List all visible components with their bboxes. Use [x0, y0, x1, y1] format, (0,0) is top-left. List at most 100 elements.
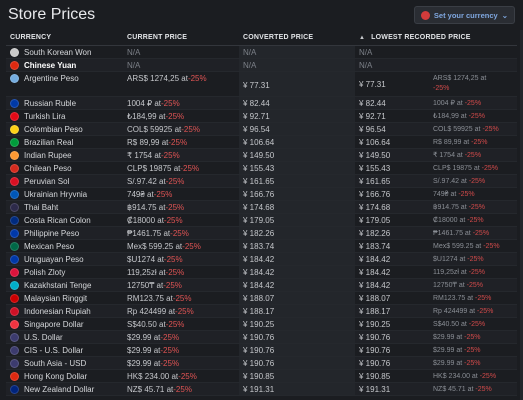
converted-price: ¥ 92.71 — [243, 111, 270, 121]
lowest-original-discount: -25% — [475, 385, 492, 393]
lowest-price-cell: ¥ 184.42 12750₸ at -25% — [355, 281, 517, 290]
current-price: $29.99 at — [127, 345, 161, 355]
converted-price-cell: ¥ 92.71 — [239, 110, 355, 122]
table-row[interactable]: Thai Baht ฿914.75 at -25% ¥ 174.68 ¥ 174.68… — [6, 201, 517, 214]
lowest-price: ¥ 190.85 — [359, 371, 391, 381]
table-header: CURRENCY CURRENT PRICE CONVERTED PRICE ▲… — [6, 30, 517, 46]
country-flag-icon — [10, 293, 19, 303]
country-flag-icon — [10, 358, 19, 368]
converted-price: ¥ 190.85 — [243, 371, 275, 381]
currency-name: South Asia - USD — [24, 358, 87, 368]
lowest-original-discount: -25% — [481, 164, 498, 172]
converted-price-cell: ¥ 174.68 — [239, 201, 355, 213]
current-price-cell: $29.99 at -25% — [123, 359, 239, 368]
table-row[interactable]: Turkish Lira ₺184,99 at -25% ¥ 92.71 ¥ 92.7… — [6, 110, 517, 123]
lowest-price-cell: ¥ 106.64 R$ 89,99 at -25% — [355, 138, 517, 147]
lowest-original-discount: -25% — [468, 113, 485, 120]
lowest-original-discount: -25% — [464, 359, 481, 367]
lowest-price: ¥ 179.05 — [359, 215, 391, 225]
current-price-cell: 749₴ at -25% — [123, 190, 239, 199]
table-row[interactable]: Chilean Peso CLP$ 19875 at -25% ¥ 155.43 ¥ … — [6, 162, 517, 175]
currency-cell: CIS - U.S. Dollar — [6, 345, 123, 355]
lowest-price: ¥ 188.17 — [359, 306, 391, 316]
country-flag-icon — [10, 267, 19, 277]
currency-name: Chilean Peso — [24, 163, 72, 173]
lowest-price: N/A — [359, 47, 373, 57]
currency-cell: Thai Baht — [6, 202, 123, 212]
current-price: R$ 89,99 at — [127, 137, 169, 147]
table-row[interactable]: Polish Zloty 119,25zł at -25% ¥ 184.42 ¥ 18… — [6, 266, 517, 279]
table-row[interactable]: U.S. Dollar $29.99 at -25% ¥ 190.76 ¥ 190.7… — [6, 331, 517, 344]
current-price: Rp 424499 at — [127, 306, 176, 316]
table-row[interactable]: Colombian Peso COL$ 59925 at -25% ¥ 96.54 ¥… — [6, 123, 517, 136]
table-row[interactable]: Costa Rican Colon ₡18000 at -25% ¥ 179.05 ¥… — [6, 214, 517, 227]
lowest-original-value: S$40.50 at — [433, 320, 469, 328]
lowest-price-cell: ¥ 190.76 $29.99 at -25% — [355, 359, 517, 368]
lowest-price: N/A — [359, 60, 373, 70]
lowest-original-price: NZ$ 45.71 at -25% — [433, 386, 492, 393]
currency-cell: Kazakhstani Tenge — [6, 280, 123, 290]
country-flag-icon — [10, 150, 19, 160]
current-discount: -25% — [161, 98, 180, 108]
converted-price-cell: ¥ 77.31 — [239, 72, 355, 96]
current-price-cell: CLP$ 19875 at -25% — [123, 164, 239, 173]
lowest-price: ¥ 155.43 — [359, 163, 391, 173]
lowest-original-price: S/.97.42 at -25% — [433, 178, 485, 185]
table-row[interactable]: Kazakhstani Tenge 12750₸ at -25% ¥ 184.42 ¥… — [6, 279, 517, 292]
country-flag-icon — [10, 280, 19, 290]
current-price-cell: COL$ 59925 at -25% — [123, 125, 239, 134]
converted-price: ¥ 82.44 — [243, 98, 270, 108]
lowest-original-price: S$40.50 at -25% — [433, 321, 485, 328]
table-row[interactable]: Singapore Dollar S$40.50 at -25% ¥ 190.25 ¥… — [6, 318, 517, 331]
table-row[interactable]: Philippine Peso ₱1461.75 at -25% ¥ 182.26 ¥… — [6, 227, 517, 240]
table-row[interactable]: South Korean Won N/A N/A N/A — [6, 46, 517, 59]
currency-cell: South Korean Won — [6, 47, 123, 57]
currency-name: Peruvian Sol — [24, 176, 70, 186]
currency-cell: Indian Rupee — [6, 150, 123, 160]
table-row[interactable]: Indian Rupee ₹ 1754 at -25% ¥ 149.50 ¥ 149.… — [6, 149, 517, 162]
scrollbar[interactable] — [520, 30, 523, 400]
current-discount: -25% — [165, 267, 185, 277]
lowest-price: ¥ 96.54 — [359, 124, 386, 134]
lowest-original-value: ₺184,99 at — [433, 113, 469, 120]
currency-name: Turkish Lira — [24, 111, 66, 121]
country-flag-icon — [10, 228, 19, 238]
table-row[interactable]: Mexican Peso Mex$ 599.25 at -25% ¥ 183.74 ¥… — [6, 240, 517, 253]
converted-price-cell: ¥ 190.76 — [239, 357, 355, 369]
lowest-original-price: Mex$ 599.25 at -25% — [433, 243, 500, 250]
lowest-original-discount: -25% — [468, 204, 485, 211]
table-row[interactable]: CIS - U.S. Dollar $29.99 at -25% ¥ 190.76 ¥… — [6, 344, 517, 357]
table-row[interactable]: Brazilian Real R$ 89,99 at -25% ¥ 106.64 ¥ … — [6, 136, 517, 149]
current-price: ₺184,99 at — [127, 111, 166, 121]
column-header-converted-price[interactable]: CONVERTED PRICE — [243, 34, 314, 41]
table-row[interactable]: Malaysian Ringgit RM123.75 at -25% ¥ 188.0… — [6, 292, 517, 305]
column-header-current-price[interactable]: CURRENT PRICE — [127, 34, 188, 41]
current-price: $29.99 at — [127, 358, 161, 368]
lowest-original-value: $29.99 at — [433, 333, 465, 341]
table-row[interactable]: Hong Kong Dollar HK$ 234.00 at -25% ¥ 190.… — [6, 370, 517, 383]
set-currency-button[interactable]: Set your currency ⌄ — [413, 6, 515, 24]
table-row[interactable]: Ukrainian Hryvnia 749₴ at -25% ¥ 166.76 ¥ 1… — [6, 188, 517, 201]
current-discount: -25% — [170, 228, 189, 238]
table-row[interactable]: Russian Ruble 1004 ₽ at -25% ¥ 82.44 ¥ 82.4… — [6, 97, 517, 110]
lowest-original-discount: -25% — [433, 85, 450, 92]
column-header-currency[interactable]: CURRENCY — [10, 34, 52, 41]
currency-name: Thai Baht — [24, 202, 59, 212]
table-row[interactable]: Chinese Yuan N/A N/A N/A — [6, 59, 517, 72]
converted-price-cell: ¥ 155.43 — [239, 162, 355, 174]
table-row[interactable]: Argentine Peso ARS$ 1274,25 at -25% ¥ 77.3… — [6, 72, 517, 97]
current-price: CLP$ 19875 at — [127, 163, 181, 173]
lowest-original-price: COL$ 59925 at -25% — [433, 126, 499, 133]
country-flag-icon — [10, 254, 19, 264]
currency-cell: U.S. Dollar — [6, 332, 123, 342]
table-row[interactable]: Uruguayan Peso $U1274 at -25% ¥ 184.42 ¥ 18… — [6, 253, 517, 266]
current-price: ₡18000 at — [127, 215, 164, 225]
table-row[interactable]: South Asia - USD $29.99 at -25% ¥ 190.76 ¥ … — [6, 357, 517, 370]
currency-cell: Chilean Peso — [6, 163, 123, 173]
lowest-original-value: 119,25zł at — [433, 268, 469, 276]
table-row[interactable]: New Zealand Dollar NZ$ 45.71 at -25% ¥ 191… — [6, 383, 517, 396]
column-header-lowest-price[interactable]: ▲ LOWEST RECORDED PRICE — [355, 34, 517, 41]
table-row[interactable]: Peruvian Sol S/.97.42 at -25% ¥ 161.65 ¥ 16… — [6, 175, 517, 188]
table-row[interactable]: Indonesian Rupiah Rp 424499 at -25% ¥ 188.… — [6, 305, 517, 318]
converted-price-cell: ¥ 184.42 — [239, 253, 355, 265]
